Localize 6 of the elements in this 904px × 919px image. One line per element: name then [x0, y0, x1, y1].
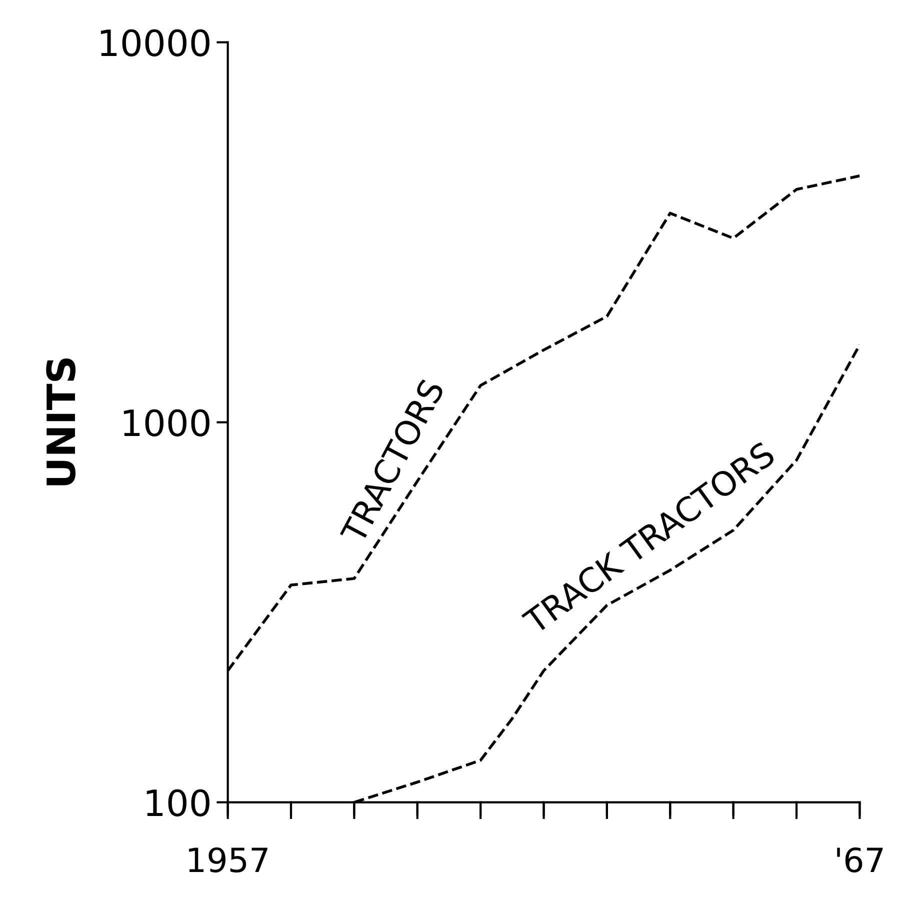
y-tick-label: 10000: [100, 29, 210, 57]
y-axis-title: UNITS: [46, 358, 76, 486]
y-tick-label: 1000: [124, 409, 210, 437]
y-tick-label: 100: [146, 789, 210, 817]
x-tick-label: '67: [837, 847, 883, 873]
x-tick-label: 1957: [189, 847, 268, 873]
